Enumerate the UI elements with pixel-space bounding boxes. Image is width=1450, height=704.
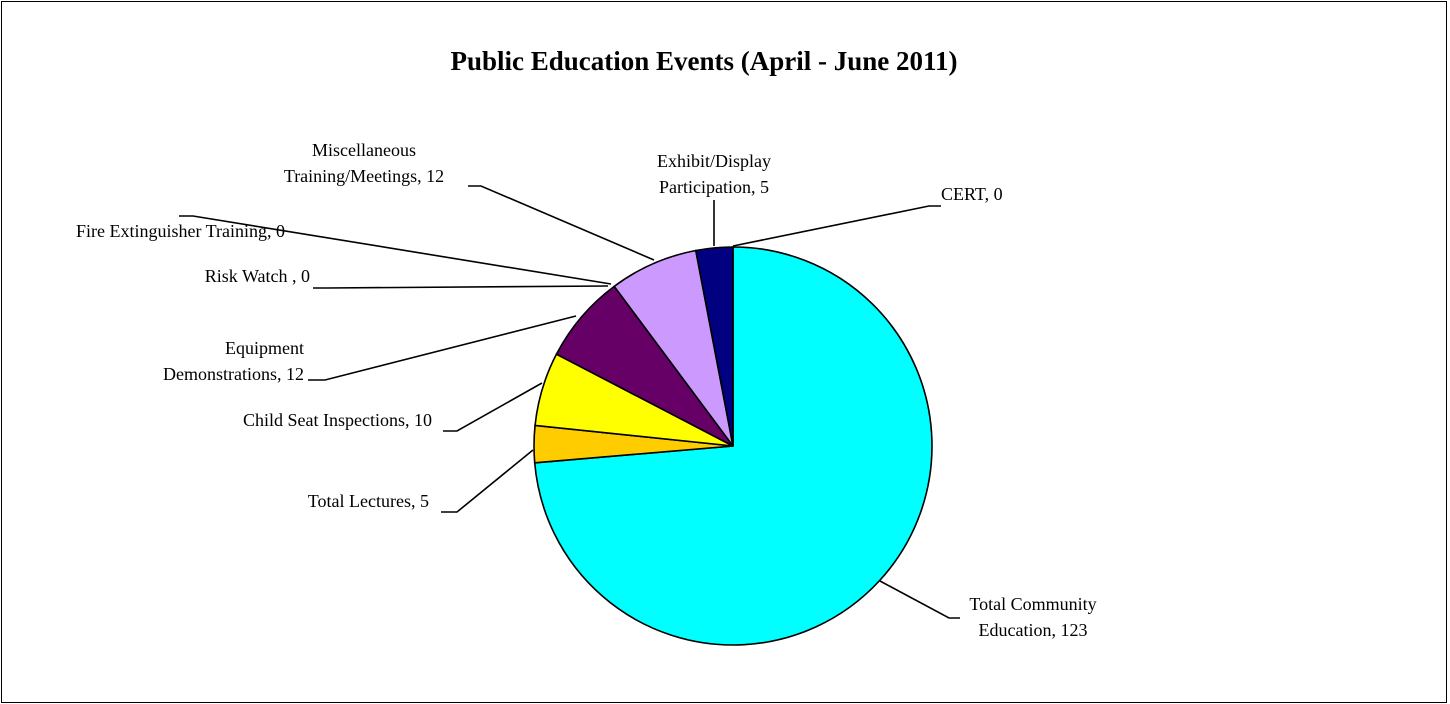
data-label-equipment-demonstrations: Equipment Demonstrations, 12 [163, 338, 304, 384]
data-label-fire-extinguisher-training: Fire Extinguisher Training, 0 [76, 221, 285, 241]
pie-slices [533, 246, 933, 646]
leader-lines [179, 185, 960, 619]
leader-line-miscellaneous-training-meetings [468, 185, 655, 261]
data-label-exhibit-display-participation: Exhibit/Display Participation, 5 [657, 151, 771, 197]
chart-title: Public Education Events (April - June 20… [450, 46, 957, 76]
leader-line-cert [732, 205, 941, 247]
pie-slice-exhibit-display-participation [694, 246, 734, 447]
leader-line-equipment-demonstrations [308, 315, 577, 381]
data-label-total-community-education: Total Community Education, 123 [969, 594, 1096, 640]
leader-line-child-seat-inspections [443, 382, 543, 432]
leader-line-total-community-education [879, 580, 960, 619]
data-label-cert: CERT, 0 [941, 184, 1003, 204]
leader-line-risk-watch [313, 285, 609, 289]
data-label-child-seat-inspections: Child Seat Inspections, 10 [243, 410, 432, 430]
slice-labels: Total Community Education, 123 Total Lectu… [76, 140, 1097, 640]
leader-line-fire-extinguisher-training [179, 215, 612, 285]
data-label-total-lectures: Total Lectures, 5 [308, 491, 429, 511]
data-label-risk-watch: Risk Watch , 0 [205, 266, 310, 286]
data-label-miscellaneous-training-meetings: Miscellaneous Training/Meetings, 12 [284, 140, 444, 186]
leader-line-total-lectures [441, 449, 534, 513]
